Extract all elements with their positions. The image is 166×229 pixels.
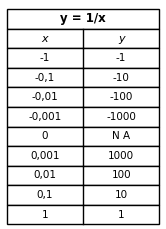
Text: -100: -100 [110,92,133,102]
Text: N A: N A [112,131,130,141]
Bar [7,68,159,87]
Text: 0,01: 0,01 [33,171,56,180]
Text: -0,1: -0,1 [35,73,55,83]
Text: 0: 0 [42,131,48,141]
Bar [7,48,159,68]
Bar [7,205,159,224]
Bar [7,87,159,107]
Text: -0,001: -0,001 [28,112,61,122]
Text: x: x [42,33,48,44]
Text: 1000: 1000 [108,151,134,161]
Bar [7,146,159,166]
Text: -1000: -1000 [106,112,136,122]
Text: 1: 1 [118,210,124,220]
Bar [7,107,159,127]
Text: y: y [118,33,124,44]
Bar [7,166,159,185]
Text: 10: 10 [115,190,128,200]
Text: -1: -1 [116,53,126,63]
Bar [7,29,159,48]
Text: -0,01: -0,01 [31,92,58,102]
Bar [7,127,159,146]
Text: 0,001: 0,001 [30,151,60,161]
Text: -1: -1 [40,53,50,63]
Text: 100: 100 [111,171,131,180]
Bar [7,185,159,205]
Bar [7,9,159,29]
Text: 0,1: 0,1 [37,190,53,200]
Text: y = 1/x: y = 1/x [60,12,106,25]
Text: -10: -10 [113,73,130,83]
Text: 1: 1 [42,210,48,220]
